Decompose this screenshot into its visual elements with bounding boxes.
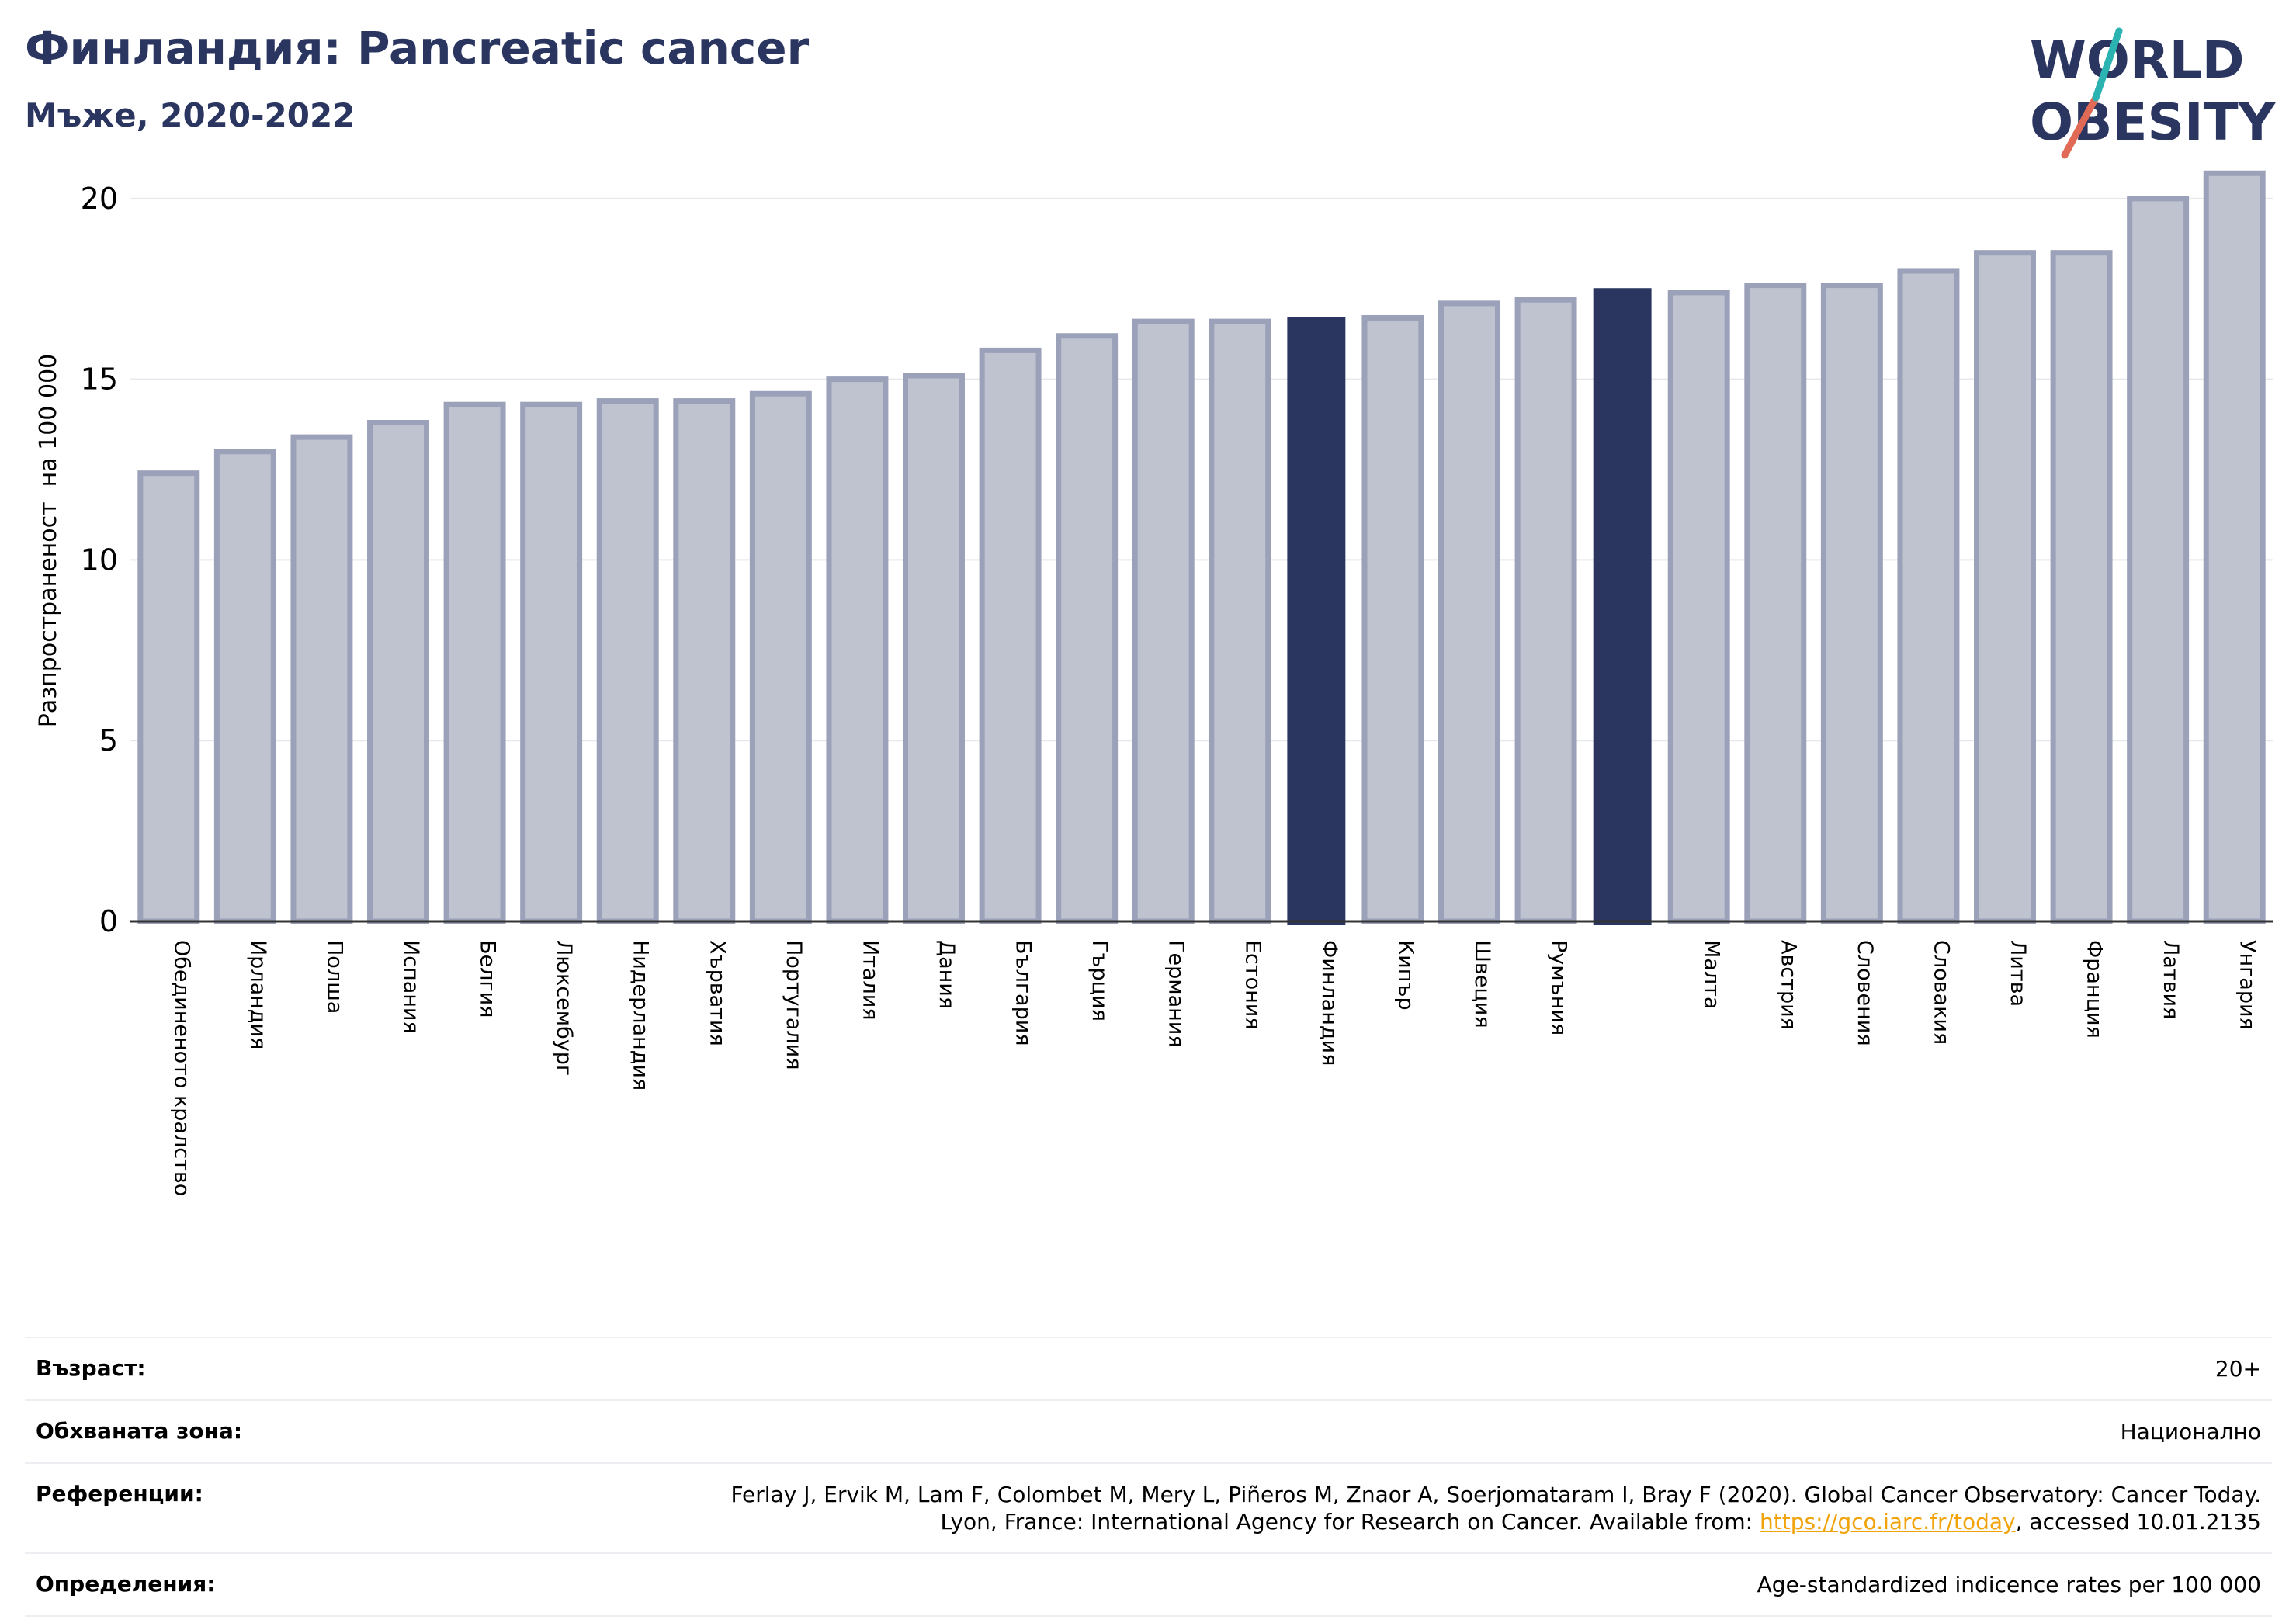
info-row-references: Референции: Ferlay J, Ervik M, Lam F, Co… [25,1462,2272,1552]
bar [1514,297,1577,924]
bar [2050,250,2113,924]
info-row-definitions: Определения: Age-standardized indicence … [25,1552,2272,1617]
bar [903,373,965,924]
bar [1897,268,1960,924]
x-tick-label: Финландия [1317,940,1341,1066]
info-row-area: Обхваната зона: Национално [25,1399,2272,1462]
bar [137,470,200,924]
y-tick-label: 20 [81,182,118,216]
bar [1132,318,1195,924]
x-tick-label: България [1011,940,1035,1046]
x-tick-label: Латвия [2159,940,2183,1019]
bar [1744,283,1807,924]
y-tick-label: 15 [81,362,118,397]
bar [520,401,583,924]
y-tick-label: 10 [81,543,118,577]
reference-line-2-prefix: Lyon, France: International Agency for R… [940,1509,1760,1535]
svg-text:WORLD: WORLD [2030,30,2245,90]
x-tick-label: Австрия [1776,940,1800,1030]
chart-subtitle: Мъже, 2020-2022 [25,96,355,134]
info-table: Възраст: 20+ Обхваната зона: Национално … [25,1337,2272,1617]
bar [1820,283,1883,924]
x-tick-label: Малта [1700,940,1724,1009]
bar [596,398,659,924]
reference-line-1: Ferlay J, Ervik M, Lam F, Colombet M, Me… [730,1482,2261,1507]
bars [137,170,2266,925]
chart-title: Финландия: Pancreatic cancer [25,22,810,75]
x-tick-label: Словения [1853,940,1877,1046]
x-axis-labels: Обединеното кралство Ирландия Полша Испания… [169,940,2259,1196]
bar [1287,317,1346,925]
bar [1438,300,1500,924]
bar [1209,318,1271,924]
x-tick-label: Румъния [1547,940,1571,1035]
world-obesity-logo: WORLD OBESITY [2030,27,2277,159]
x-tick-label: Люксембург [552,940,576,1076]
x-tick-label: Германия [1164,940,1188,1048]
x-tick-label: Испания [399,940,423,1034]
bar [749,390,812,924]
x-tick-label: Нидерландия [629,940,653,1091]
bar [1667,290,1730,924]
info-value-age: 20+ [2214,1356,2261,1382]
info-label-definitions: Определения: [36,1571,216,1597]
info-label-age: Възраст: [36,1355,146,1381]
y-axis-label: Разпространеност на 100 000 [35,354,62,728]
x-tick-label: Италия [858,940,882,1021]
x-tick-label: Дания [935,940,959,1009]
bar [979,347,1042,924]
x-tick-label: Естония [1240,940,1264,1030]
info-value-definitions: Age-standardized indicence rates per 100… [1757,1572,2261,1597]
x-tick-label: Португалия [782,940,806,1070]
bar [1361,314,1424,924]
bar [1974,250,2036,924]
y-tick-label: 5 [99,723,118,758]
bar [443,401,506,924]
x-tick-label: Унгария [2235,940,2260,1030]
reference-link[interactable]: https://gco.iarc.fr/today [1760,1509,2016,1535]
y-tick-label: 0 [99,904,118,938]
x-tick-label: Франция [2083,940,2107,1039]
info-label-area: Обхваната зона: [36,1418,243,1444]
x-tick-label: Хърватия [705,940,729,1046]
bar [1593,288,1652,925]
x-tick-label: Гърция [1087,940,1112,1021]
x-tick-label: Обединеното кралство [169,940,193,1196]
x-tick-label: Белгия [476,940,500,1018]
y-axis-ticks: 0 5 10 15 20 [81,182,118,938]
x-tick-label: Швеция [1470,940,1494,1028]
x-tick-label: Полша [322,940,346,1014]
bar [1056,333,1119,924]
bar [673,398,736,924]
x-tick-label: Словакия [1929,940,1953,1045]
x-tick-label: Кипър [1393,940,1417,1011]
reference-line-2-suffix: , accessed 10.01.2135 [2015,1509,2261,1535]
info-row-age: Възраст: 20+ [25,1337,2272,1399]
info-value-references: Ferlay J, Ervik M, Lam F, Colombet M, Me… [730,1481,2261,1535]
info-value-area: Национално [2120,1419,2261,1444]
info-label-references: Референции: [36,1481,203,1507]
bar [290,434,353,924]
bar [2203,170,2266,924]
x-tick-label: Ирландия [246,940,270,1049]
bar-chart: 0 5 10 15 20 Обединеното кралство Ирландия Пол… [35,170,2273,1196]
bar [2127,196,2190,924]
bar [367,419,429,924]
bar [213,449,276,924]
x-tick-label: Литва [2006,940,2030,1007]
bar [826,376,889,924]
